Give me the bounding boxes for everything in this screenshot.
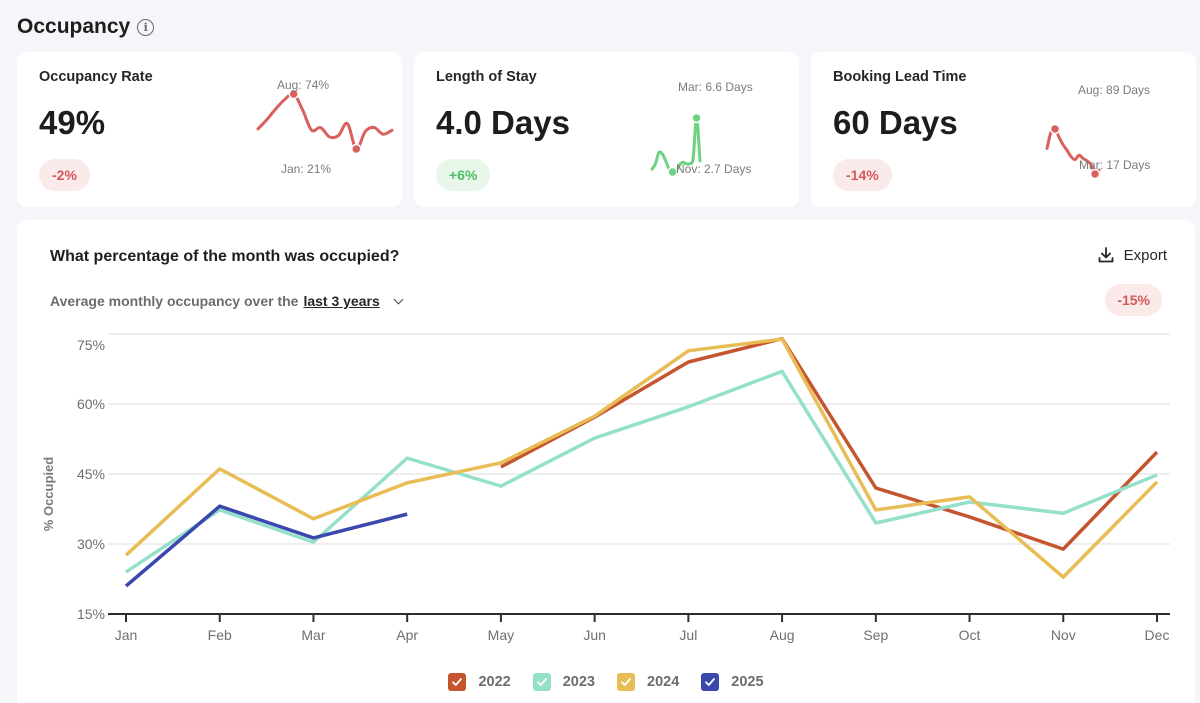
check-icon xyxy=(705,678,716,686)
x-tick-label: Dec xyxy=(1145,627,1170,643)
legend-checkbox[interactable] xyxy=(701,673,720,691)
x-tick-label: May xyxy=(488,627,514,643)
kpi-value: 4.0 Days xyxy=(436,104,570,141)
occupancy-chart-card: What percentage of the month was occupie… xyxy=(17,220,1195,703)
y-tick-label: 75% xyxy=(77,337,105,353)
page-title: Occupancy i xyxy=(17,15,155,39)
legend-item-2025[interactable]: 2025 xyxy=(701,673,764,691)
legend-checkbox[interactable] xyxy=(532,673,551,691)
legend-checkbox[interactable] xyxy=(617,673,635,691)
chart-title: What percentage of the month was occupie… xyxy=(50,248,400,265)
kpi-label: Occupancy Rate xyxy=(39,69,153,85)
sparkline-max-label: Aug: 74% xyxy=(277,78,329,92)
sparkline-path xyxy=(256,92,394,151)
y-tick-label: 60% xyxy=(77,396,105,412)
series-line-2023 xyxy=(125,369,1158,574)
chart-legend: 2022 2023 2024 2025 xyxy=(17,673,1195,691)
x-tick-label: Oct xyxy=(959,627,981,643)
y-tick-label: 45% xyxy=(77,466,105,482)
legend-label: 2024 xyxy=(647,674,680,690)
kpi-change-badge: -14% xyxy=(833,159,892,191)
download-icon xyxy=(1098,247,1114,263)
series-line-2025 xyxy=(124,504,408,588)
y-tick-label: 30% xyxy=(77,536,105,552)
subtitle-prefix: Average monthly occupancy over the xyxy=(50,293,299,309)
kpi-label: Length of Stay xyxy=(436,69,537,85)
x-tick-label: Sep xyxy=(863,627,888,643)
series-line-2022 xyxy=(500,336,1159,551)
export-button[interactable]: Export xyxy=(1097,246,1167,264)
sparkline-min-dot xyxy=(351,143,362,155)
check-icon xyxy=(621,678,631,686)
legend-label: 2023 xyxy=(562,674,595,690)
x-tick-label: Jun xyxy=(583,627,606,643)
sparkline-min-label: Mar: 17 Days xyxy=(1079,158,1150,172)
occupancy-line-chart: 15% 30% 45% 60% 75% % Occupied Jan Feb Mar Apr May… xyxy=(41,333,1170,643)
y-axis-label: % Occupied xyxy=(41,457,56,531)
sparkline-min-label: Nov: 2.7 Days xyxy=(676,162,751,176)
legend-item-2022[interactable]: 2022 xyxy=(448,673,511,691)
info-circle-icon[interactable]: i xyxy=(137,18,155,36)
sparkline-max-dot xyxy=(1049,123,1061,135)
sparkline-max-label: Mar: 6.6 Days xyxy=(678,80,753,94)
kpi-card-booking-lead-time: Booking Lead Time 60 Days -14% Aug: 89 D… xyxy=(811,52,1196,207)
check-icon xyxy=(452,678,463,686)
legend-checkbox[interactable] xyxy=(448,673,467,691)
x-tick-label: Jan xyxy=(115,627,138,643)
kpi-label: Booking Lead Time xyxy=(833,69,967,85)
time-range-dropdown[interactable]: last 3 years xyxy=(303,293,380,309)
x-tick-label: Feb xyxy=(208,627,232,643)
chart-subtitle: Average monthly occupancy over the last … xyxy=(50,293,404,309)
x-tick-label: Mar xyxy=(301,627,325,643)
kpi-value: 60 Days xyxy=(833,104,958,141)
check-icon xyxy=(536,678,547,686)
legend-label: 2022 xyxy=(478,674,511,690)
kpi-change-badge: -2% xyxy=(39,159,90,191)
kpi-card-length-of-stay: Length of Stay 4.0 Days +6% Mar: 6.6 Day… xyxy=(414,52,799,207)
export-label: Export xyxy=(1123,246,1167,264)
sparkline-max-dot xyxy=(288,88,299,100)
sparkline-max-dot xyxy=(691,112,702,124)
legend-label: 2025 xyxy=(731,674,764,690)
legend-item-2024[interactable]: 2024 xyxy=(617,673,679,691)
sparkline-min-dot xyxy=(667,166,678,178)
y-tick-label: 15% xyxy=(77,606,105,622)
x-tick-label: Jul xyxy=(679,627,697,643)
sparkline-path xyxy=(650,116,702,175)
x-tick-label: Apr xyxy=(396,627,418,643)
series-line-2024 xyxy=(124,337,1159,579)
sparkline-min-dot xyxy=(1089,168,1101,180)
sparkline-max-label: Aug: 89 Days xyxy=(1078,83,1150,97)
kpi-change-badge: +6% xyxy=(436,159,491,191)
x-tick-label: Nov xyxy=(1051,627,1076,643)
chart-change-badge: -15% xyxy=(1105,284,1162,316)
sparkline-path xyxy=(1045,127,1101,176)
page-title-text: Occupancy xyxy=(17,15,131,38)
sparkline-min-label: Jan: 21% xyxy=(281,162,331,176)
kpi-card-occupancy-rate: Occupancy Rate 49% -2% Aug: 74% Jan: 21% xyxy=(17,52,402,207)
kpi-value: 49% xyxy=(39,104,106,141)
legend-item-2023[interactable]: 2023 xyxy=(532,673,595,691)
x-tick-label: Aug xyxy=(770,627,795,643)
